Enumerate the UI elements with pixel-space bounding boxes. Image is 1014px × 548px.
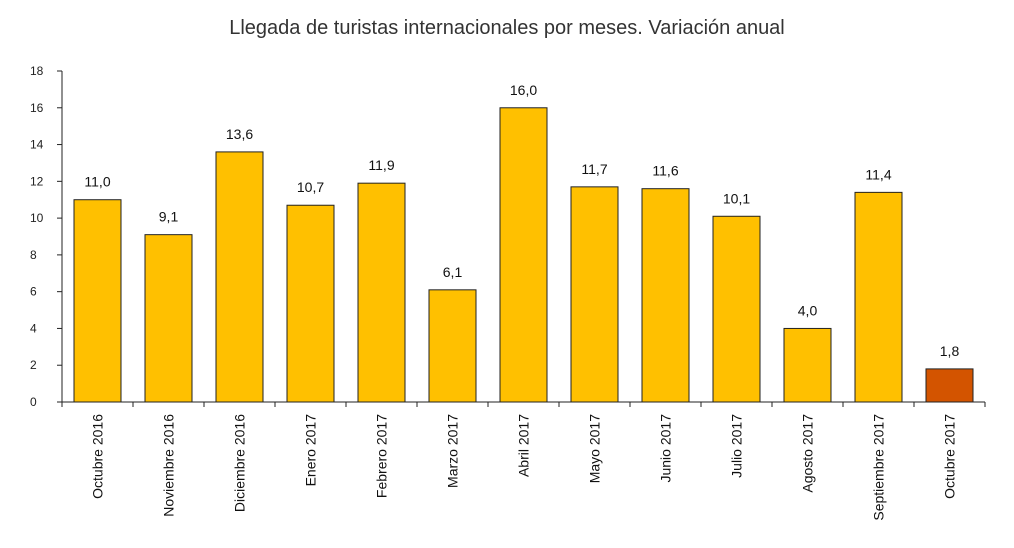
value-label: 11,4 — [865, 166, 891, 182]
bar — [570, 186, 619, 403]
value-label: 13,6 — [226, 126, 253, 142]
value-label: 10,7 — [297, 179, 324, 195]
y-tick-label: 16 — [30, 101, 44, 115]
y-tick-label: 18 — [30, 64, 44, 78]
bar — [73, 199, 122, 403]
value-label: 4,0 — [798, 302, 818, 318]
bar — [215, 151, 264, 403]
bar — [499, 107, 548, 403]
value-label: 10,1 — [723, 190, 750, 206]
y-tick-label: 2 — [30, 358, 37, 372]
x-category-label: Octubre 2016 — [90, 414, 106, 499]
value-label: 16,0 — [510, 82, 537, 98]
x-category-label: Marzo 2017 — [445, 414, 461, 488]
bar — [641, 188, 690, 403]
y-tick-label: 0 — [30, 395, 37, 409]
value-label: 11,9 — [368, 157, 394, 173]
bar — [854, 191, 903, 403]
x-category-label: Mayo 2017 — [587, 414, 603, 483]
bar — [286, 204, 335, 403]
y-tick-label: 4 — [30, 321, 37, 335]
y-tick-label: 6 — [30, 285, 37, 299]
x-category-label: Julio 2017 — [729, 414, 745, 478]
value-label: 1,8 — [940, 343, 960, 359]
x-category-label: Octubre 2017 — [942, 414, 958, 499]
x-category-label: Enero 2017 — [303, 414, 319, 487]
value-label: 9,1 — [159, 209, 179, 225]
x-category-label: Agosto 2017 — [800, 414, 816, 493]
bar — [925, 368, 974, 403]
y-tick-label: 14 — [30, 138, 44, 152]
value-label: 11,6 — [652, 163, 678, 179]
x-category-label: Noviembre 2016 — [161, 414, 177, 517]
value-label: 6,1 — [443, 264, 463, 280]
chart-title: Llegada de turistas internacionales por … — [229, 17, 785, 39]
x-category-label: Febrero 2017 — [374, 414, 390, 498]
bar — [783, 327, 832, 403]
x-category-label: Abril 2017 — [516, 414, 532, 477]
y-tick-label: 10 — [30, 211, 44, 225]
x-category-label: Junio 2017 — [658, 414, 674, 483]
bar — [357, 182, 406, 403]
bar — [428, 289, 477, 403]
bar — [144, 234, 193, 403]
value-label: 11,0 — [84, 174, 110, 190]
x-category-label: Septiembre 2017 — [871, 414, 887, 521]
value-label: 11,7 — [581, 161, 607, 177]
x-category-label: Diciembre 2016 — [232, 414, 248, 512]
y-tick-label: 12 — [30, 174, 44, 188]
y-tick-label: 8 — [30, 248, 37, 262]
bar — [712, 215, 761, 403]
